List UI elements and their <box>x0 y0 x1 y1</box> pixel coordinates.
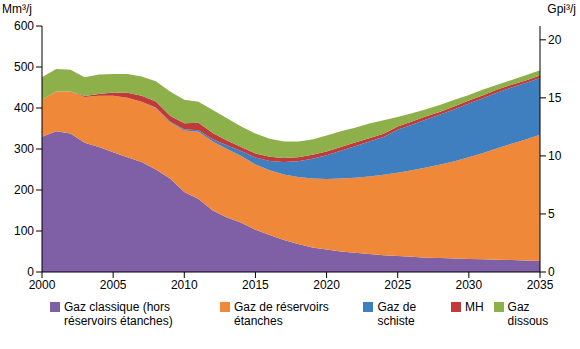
html-text:Gaz de schiste: Gaz de schiste <box>377 300 417 328</box>
html-text:Gaz de réservoirs étanches: Gaz de réservoirs étanches <box>234 300 329 328</box>
svg-text:15: 15 <box>548 91 562 105</box>
svg-text:500: 500 <box>14 60 34 74</box>
svg-text:2025: 2025 <box>384 278 411 292</box>
svg-text:400: 400 <box>14 101 34 115</box>
svg-text:200: 200 <box>14 183 34 197</box>
svg-text:20: 20 <box>548 33 562 47</box>
svg-text:5: 5 <box>548 207 555 221</box>
svg-text:10: 10 <box>548 149 562 163</box>
svg-text:0: 0 <box>548 265 555 279</box>
svg-text:2000: 2000 <box>29 278 56 292</box>
html-text:Gpi³/j: Gpi³/j <box>547 2 576 16</box>
svg-text:100: 100 <box>14 224 34 238</box>
svg-text:2030: 2030 <box>456 278 483 292</box>
svg-text:300: 300 <box>14 142 34 156</box>
svg-text:2015: 2015 <box>242 278 269 292</box>
html-text:MH: MH <box>464 300 484 314</box>
svg-text:2035: 2035 <box>527 278 554 292</box>
svg-text:2010: 2010 <box>171 278 198 292</box>
html-text:Mm³/j: Mm³/j <box>2 2 32 16</box>
svg-text:2020: 2020 <box>313 278 340 292</box>
html-text:Gaz classique (hors réservoirs: Gaz classique (hors réservoirs étanches) <box>64 300 173 328</box>
svg-text:0: 0 <box>27 265 34 279</box>
svg-text:600: 600 <box>14 19 34 33</box>
svg-text:2005: 2005 <box>100 278 127 292</box>
html-text:Gaz dissous: Gaz dissous <box>507 300 549 328</box>
